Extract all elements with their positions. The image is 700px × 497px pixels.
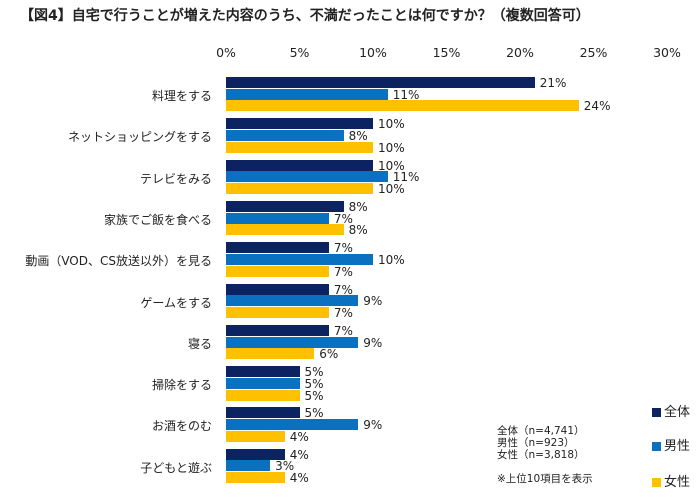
legend-swatch [652,442,661,451]
sample-note-female: 女性（n=3,818） [497,449,585,461]
sample-note-all: 全体（n=4,741） [497,425,585,437]
category-label: 子どもと遊ぶ [140,460,212,475]
legend-swatch [652,408,661,417]
bar [226,118,373,130]
category-label: 掃除をする [151,378,212,393]
category-label: 動画（VOD、CS放送以外）を見る [25,254,212,269]
category-label: 家族でご飯を食べる [103,212,212,227]
bar [226,242,329,254]
x-tick-label: 5% [289,45,310,60]
bar [226,295,359,307]
x-tick-label: 30% [653,45,681,60]
bar [226,253,373,265]
category-label: ネットショッピングをする [67,130,212,145]
data-label: 4% [289,447,309,462]
bar [226,224,344,236]
bar [226,472,285,484]
bar [226,407,300,419]
data-label: 10% [378,252,405,267]
bar [226,171,388,183]
data-label: 4% [289,429,309,444]
category-label: 寝る [187,336,212,351]
category-label: お酒をのむ [151,419,212,434]
bar [226,430,285,442]
legend-item-male: 男性 [652,435,690,454]
x-tick-label: 10% [359,45,387,60]
bar [226,265,329,277]
bar [226,448,285,460]
data-label: 7% [333,323,353,338]
data-label: 24% [583,99,611,114]
data-label: 5% [304,406,324,421]
data-label: 10% [378,117,405,132]
data-label: 8% [348,223,368,238]
bar [226,306,329,318]
data-label: 3% [275,459,295,474]
data-label: 9% [363,335,383,350]
x-tick-label: 0% [216,45,236,60]
sample-note-male: 男性（n=923） [497,437,575,449]
bar [226,200,344,212]
data-label: 11% [392,87,420,102]
bar [226,212,329,224]
bar [226,419,359,431]
top10-note: ※上位10項目を表示 [497,473,593,485]
chart-title: 【図4】自宅で行うことが増えた内容のうち、不満だったことは何ですか？（複数回答可… [20,8,590,24]
data-label: 10% [378,182,405,196]
x-tick-label: 25% [579,45,608,60]
data-label: 7% [333,264,353,279]
bar [226,389,300,401]
data-label: 7% [333,241,353,256]
data-label: 7% [333,211,353,226]
data-label: 21% [539,76,567,90]
category-label: 料理をする [151,89,212,103]
data-label: 9% [363,294,383,309]
data-label: 7% [333,305,353,320]
x-tick-label: 15% [432,45,461,60]
bar [226,336,359,348]
bar [226,324,329,336]
bar [226,88,388,100]
data-label: 10% [378,140,405,155]
legend-item-female: 女性 [652,471,690,490]
data-label: 5% [304,388,324,403]
legend-item-all: 全体 [652,401,690,420]
bar [226,77,535,88]
bar [226,283,329,295]
data-label: 7% [333,282,353,297]
data-label: 5% [304,376,324,391]
bar [226,130,344,141]
category-label: テレビをみる [139,171,212,186]
bar [226,366,300,378]
bar [226,100,579,112]
bar [226,183,373,194]
x-tick-label: 20% [506,45,534,60]
data-label: 11% [392,170,420,185]
data-label: 4% [289,471,309,486]
data-label: 5% [304,365,324,380]
bar [226,460,271,472]
category-label: ゲームをする [140,295,212,310]
bar [226,159,373,171]
data-label: 8% [348,129,368,143]
data-label: 9% [363,418,383,433]
data-label: 6% [319,347,339,362]
bar [226,141,373,153]
bar [226,348,315,360]
legend-swatch [652,478,661,487]
data-label: 8% [348,199,368,214]
bar [226,377,300,389]
data-label: 10% [378,158,405,173]
